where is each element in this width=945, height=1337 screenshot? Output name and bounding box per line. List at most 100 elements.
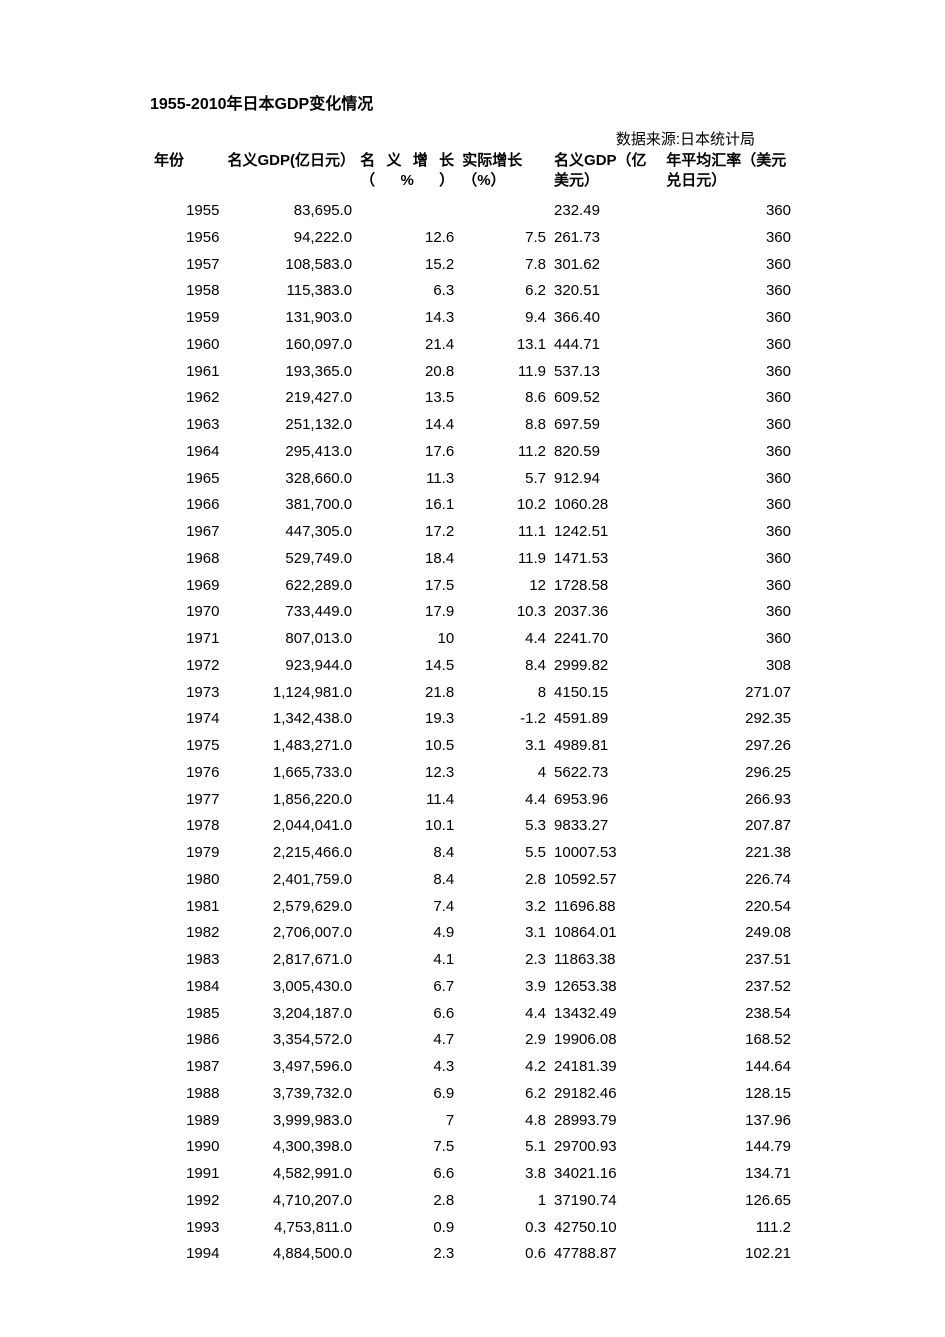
table-row: 1959131,903.014.39.4366.40360 bbox=[150, 305, 795, 332]
cell-gdp_yen: 3,999,983.0 bbox=[223, 1107, 356, 1134]
cell-gdp_usd: 29700.93 bbox=[550, 1134, 662, 1161]
table-row: 1972923,944.014.58.42999.82308 bbox=[150, 652, 795, 679]
table-row: 1962219,427.013.58.6609.52360 bbox=[150, 385, 795, 412]
cell-year: 1965 bbox=[150, 465, 223, 492]
cell-year: 1974 bbox=[150, 706, 223, 733]
cell-real_growth: 0.3 bbox=[458, 1214, 550, 1241]
table-row: 19761,665,733.012.345622.73296.25 bbox=[150, 759, 795, 786]
cell-gdp_usd: 5622.73 bbox=[550, 759, 662, 786]
cell-year: 1967 bbox=[150, 519, 223, 546]
cell-year: 1981 bbox=[150, 893, 223, 920]
cell-rate: 226.74 bbox=[662, 866, 795, 893]
cell-year: 1982 bbox=[150, 920, 223, 947]
cell-gdp_usd: 34021.16 bbox=[550, 1161, 662, 1188]
cell-year: 1987 bbox=[150, 1054, 223, 1081]
table-row: 19843,005,430.06.73.912653.38237.52 bbox=[150, 973, 795, 1000]
cell-real_growth: 12 bbox=[458, 572, 550, 599]
cell-rate: 360 bbox=[662, 278, 795, 305]
cell-rate: 137.96 bbox=[662, 1107, 795, 1134]
cell-gdp_usd: 366.40 bbox=[550, 305, 662, 332]
cell-gdp_usd: 24181.39 bbox=[550, 1054, 662, 1081]
cell-gdp_yen: 1,856,220.0 bbox=[223, 786, 356, 813]
cell-real_growth: -1.2 bbox=[458, 706, 550, 733]
table-row: 19853,204,187.06.64.413432.49238.54 bbox=[150, 1000, 795, 1027]
cell-gdp_usd: 301.62 bbox=[550, 251, 662, 278]
table-row: 19771,856,220.011.44.46953.96266.93 bbox=[150, 786, 795, 813]
cell-gdp_usd: 12653.38 bbox=[550, 973, 662, 1000]
cell-real_growth: 1 bbox=[458, 1187, 550, 1214]
cell-gdp_usd: 697.59 bbox=[550, 412, 662, 439]
table-row: 19873,497,596.04.34.224181.39144.64 bbox=[150, 1054, 795, 1081]
cell-rate: 360 bbox=[662, 331, 795, 358]
cell-rate: 144.79 bbox=[662, 1134, 795, 1161]
cell-rate: 360 bbox=[662, 358, 795, 385]
cell-rate: 220.54 bbox=[662, 893, 795, 920]
cell-year: 1975 bbox=[150, 733, 223, 760]
cell-year: 1958 bbox=[150, 278, 223, 305]
cell-year: 1963 bbox=[150, 412, 223, 439]
cell-nom_growth: 21.4 bbox=[356, 331, 458, 358]
cell-gdp_usd: 28993.79 bbox=[550, 1107, 662, 1134]
cell-rate: 296.25 bbox=[662, 759, 795, 786]
table-row: 1966381,700.016.110.21060.28360 bbox=[150, 492, 795, 519]
cell-year: 1992 bbox=[150, 1187, 223, 1214]
cell-nom_growth: 6.9 bbox=[356, 1080, 458, 1107]
cell-year: 1989 bbox=[150, 1107, 223, 1134]
cell-gdp_usd: 47788.87 bbox=[550, 1241, 662, 1268]
cell-year: 1985 bbox=[150, 1000, 223, 1027]
cell-gdp_yen: 2,044,041.0 bbox=[223, 813, 356, 840]
cell-year: 1955 bbox=[150, 198, 223, 225]
cell-nom_growth: 10.5 bbox=[356, 733, 458, 760]
cell-real_growth: 4.4 bbox=[458, 786, 550, 813]
cell-nom_growth: 6.3 bbox=[356, 278, 458, 305]
cell-year: 1960 bbox=[150, 331, 223, 358]
cell-nom_growth: 14.4 bbox=[356, 412, 458, 439]
cell-nom_growth: 12.3 bbox=[356, 759, 458, 786]
cell-nom_growth: 4.3 bbox=[356, 1054, 458, 1081]
cell-gdp_yen: 447,305.0 bbox=[223, 519, 356, 546]
cell-rate: 237.51 bbox=[662, 947, 795, 974]
cell-nom_growth: 17.6 bbox=[356, 438, 458, 465]
cell-nom_growth: 10.1 bbox=[356, 813, 458, 840]
cell-gdp_usd: 29182.46 bbox=[550, 1080, 662, 1107]
cell-gdp_usd: 13432.49 bbox=[550, 1000, 662, 1027]
cell-year: 1964 bbox=[150, 438, 223, 465]
table-row: 1967447,305.017.211.11242.51360 bbox=[150, 519, 795, 546]
cell-rate: 271.07 bbox=[662, 679, 795, 706]
cell-real_growth: 2.3 bbox=[458, 947, 550, 974]
cell-nom_growth: 17.5 bbox=[356, 572, 458, 599]
col-rate-header: 年平均汇率（美元兑日元） bbox=[662, 149, 795, 198]
cell-nom_growth: 11.3 bbox=[356, 465, 458, 492]
cell-gdp_usd: 320.51 bbox=[550, 278, 662, 305]
cell-nom_growth: 15.2 bbox=[356, 251, 458, 278]
cell-gdp_yen: 2,579,629.0 bbox=[223, 893, 356, 920]
cell-gdp_yen: 2,706,007.0 bbox=[223, 920, 356, 947]
cell-real_growth: 8.8 bbox=[458, 412, 550, 439]
cell-nom_growth: 16.1 bbox=[356, 492, 458, 519]
table-row: 19782,044,041.010.15.39833.27207.87 bbox=[150, 813, 795, 840]
table-row: 19822,706,007.04.93.110864.01249.08 bbox=[150, 920, 795, 947]
cell-gdp_yen: 923,944.0 bbox=[223, 652, 356, 679]
cell-rate: 308 bbox=[662, 652, 795, 679]
cell-rate: 237.52 bbox=[662, 973, 795, 1000]
cell-rate: 168.52 bbox=[662, 1027, 795, 1054]
cell-rate: 360 bbox=[662, 626, 795, 653]
cell-year: 1973 bbox=[150, 679, 223, 706]
cell-rate: 266.93 bbox=[662, 786, 795, 813]
cell-rate: 297.26 bbox=[662, 733, 795, 760]
table-row: 19731,124,981.021.884150.15271.07 bbox=[150, 679, 795, 706]
cell-gdp_yen: 108,583.0 bbox=[223, 251, 356, 278]
cell-gdp_yen: 2,401,759.0 bbox=[223, 866, 356, 893]
cell-rate: 134.71 bbox=[662, 1161, 795, 1188]
cell-gdp_yen: 529,749.0 bbox=[223, 545, 356, 572]
cell-real_growth: 10.3 bbox=[458, 599, 550, 626]
col-real-growth-header: 实际增长（%） bbox=[458, 149, 550, 198]
cell-real_growth: 10.2 bbox=[458, 492, 550, 519]
cell-nom_growth: 11.4 bbox=[356, 786, 458, 813]
cell-year: 1962 bbox=[150, 385, 223, 412]
cell-real_growth: 0.6 bbox=[458, 1241, 550, 1268]
cell-gdp_usd: 37190.74 bbox=[550, 1187, 662, 1214]
cell-rate: 207.87 bbox=[662, 813, 795, 840]
cell-gdp_yen: 193,365.0 bbox=[223, 358, 356, 385]
cell-nom_growth: 4.1 bbox=[356, 947, 458, 974]
